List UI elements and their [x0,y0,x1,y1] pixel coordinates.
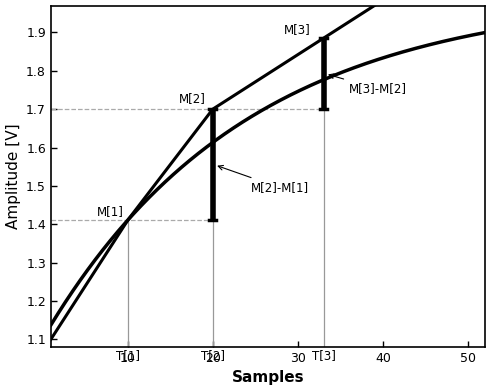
Text: T[2]: T[2] [201,349,225,362]
X-axis label: Samples: Samples [232,370,304,386]
Text: T[1]: T[1] [115,349,139,362]
Y-axis label: Amplitude [V]: Amplitude [V] [5,124,21,229]
Text: T[3]: T[3] [312,349,335,362]
Text: M[3]: M[3] [284,23,311,36]
Text: M[1]: M[1] [97,206,124,219]
Text: M[2]-M[1]: M[2]-M[1] [218,165,309,194]
Text: M[2]: M[2] [179,92,206,105]
Text: M[3]-M[2]: M[3]-M[2] [329,74,407,95]
